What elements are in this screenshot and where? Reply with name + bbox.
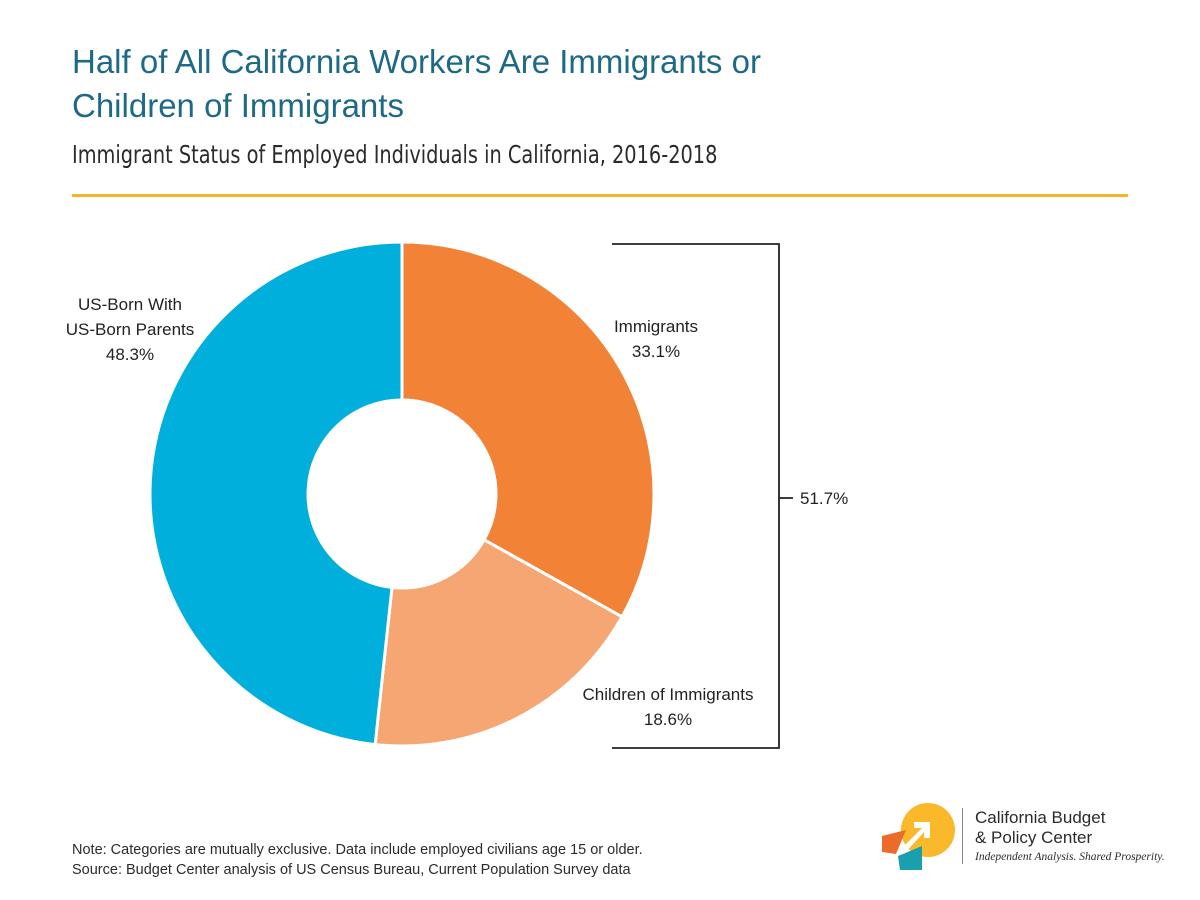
slice-children-of-immigrants [373,537,625,748]
chart-title-line2: Children of Immigrants [72,87,404,124]
logo-orange-shape [882,830,906,854]
label-text-immigrants: Immigrants [614,317,698,336]
chart-title-line1: Half of All California Workers Are Immig… [72,43,761,80]
label-text-children-of-immigrants: Children of Immigrants [582,685,753,704]
chart-title: Half of All California Workers Are Immig… [72,40,972,128]
logo-name: California Budget & Policy Center [975,808,1105,848]
title-divider [72,194,1128,197]
label-children-of-immigrants: Children of Immigrants 18.6% [582,685,753,729]
footnote-note: Note: Categories are mutually exclusive.… [72,842,643,858]
organization-logo: California Budget & Policy Center Indepe… [878,800,1168,874]
slice-us-born-with-us-born-parents [148,240,404,747]
donut-chart: Immigrants 33.1% Children of Immigrants 18.… [66,240,848,749]
logo-divider [962,808,963,864]
label-text-us-born-with-us-born-parents: US-Born Parents [66,320,195,339]
bracket-label: 51.7% [800,489,848,508]
logo-teal-shape [898,846,922,870]
chart-subtitle: Immigrant Status of Employed Individuals… [72,140,718,169]
logo-name-line1: California Budget [975,808,1106,827]
bracket-line [612,243,793,749]
slice-immigrants [400,240,656,619]
data-label-immigrants: 33.1% [632,342,680,361]
logo-mark-icon [882,803,955,870]
label-text-us-born-with-us-born-parents: US-Born With [78,295,182,314]
label-us-born-with-us-born-parents: US-Born With US-Born Parents 48.3% [66,295,195,364]
label-immigrants: Immigrants 33.1% [614,317,698,361]
footnote: Note: Categories are mutually exclusive.… [72,840,643,880]
data-label-children-of-immigrants: 18.6% [644,710,692,729]
logo-arrow-icon [900,822,930,854]
footnote-source: Source: Budget Center analysis of US Cen… [72,862,631,878]
data-label-us-born-with-us-born-parents: 48.3% [106,345,154,364]
logo-name-line2: & Policy Center [975,828,1093,847]
logo-tagline: Independent Analysis. Shared Prosperity. [975,851,1165,863]
